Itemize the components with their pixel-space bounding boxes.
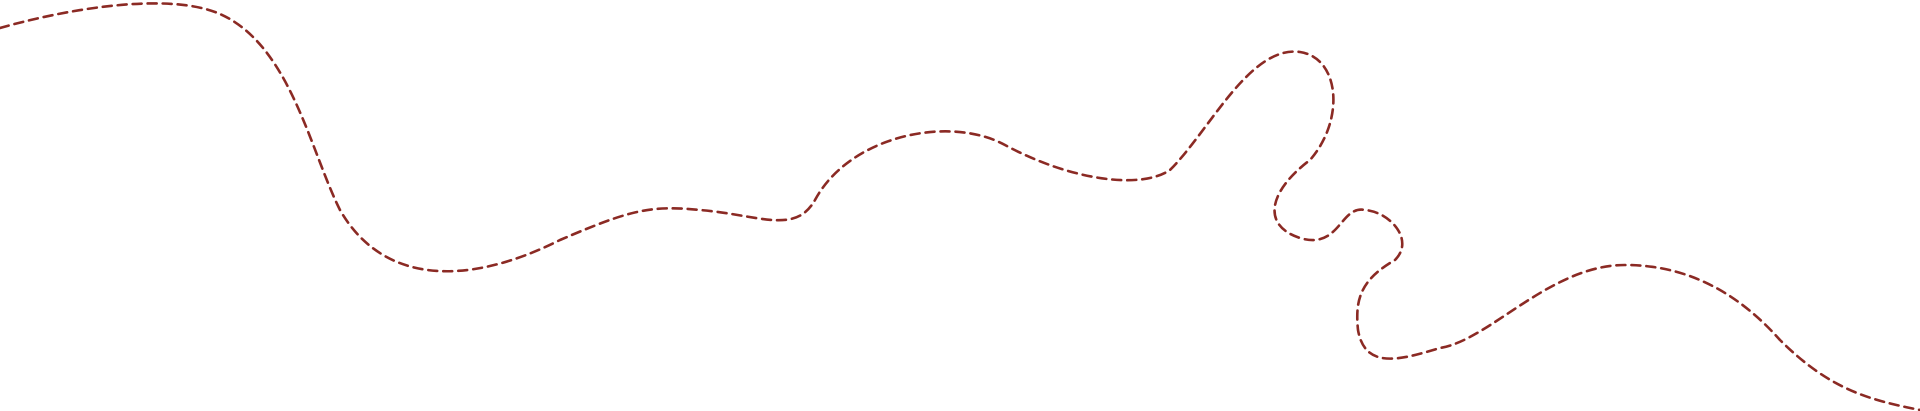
dashed-route-line — [0, 2, 1920, 411]
dashed-path-drawing — [0, 2, 1920, 411]
canvas — [0, 2, 1920, 411]
